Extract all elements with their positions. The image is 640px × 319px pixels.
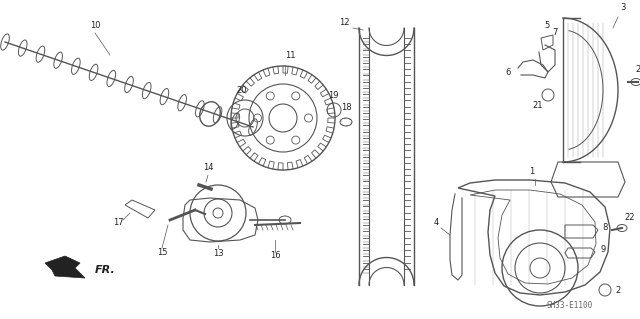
Text: 18: 18 <box>340 103 351 112</box>
Text: 19: 19 <box>328 91 339 100</box>
Text: 21: 21 <box>532 101 543 110</box>
Text: 5: 5 <box>545 21 550 30</box>
Text: 2: 2 <box>616 286 621 295</box>
Text: 7: 7 <box>552 28 557 37</box>
Text: 6: 6 <box>506 68 511 77</box>
Text: 22: 22 <box>625 213 636 222</box>
Text: 13: 13 <box>212 249 223 258</box>
Text: 14: 14 <box>203 163 213 172</box>
Text: 20: 20 <box>237 86 247 95</box>
Text: 10: 10 <box>90 21 100 30</box>
Text: 1: 1 <box>529 167 534 176</box>
Text: 16: 16 <box>269 251 280 260</box>
Text: 11: 11 <box>285 51 295 60</box>
Text: 9: 9 <box>600 245 605 254</box>
Text: 8: 8 <box>602 223 608 232</box>
Text: 4: 4 <box>433 218 438 227</box>
Polygon shape <box>45 256 85 278</box>
Text: 3: 3 <box>620 3 626 12</box>
Text: 22: 22 <box>636 65 640 74</box>
Text: SH33-E1100: SH33-E1100 <box>547 301 593 310</box>
Text: 12: 12 <box>339 18 349 27</box>
Text: FR.: FR. <box>95 265 116 275</box>
Text: 15: 15 <box>157 248 167 257</box>
Text: 17: 17 <box>113 218 124 227</box>
